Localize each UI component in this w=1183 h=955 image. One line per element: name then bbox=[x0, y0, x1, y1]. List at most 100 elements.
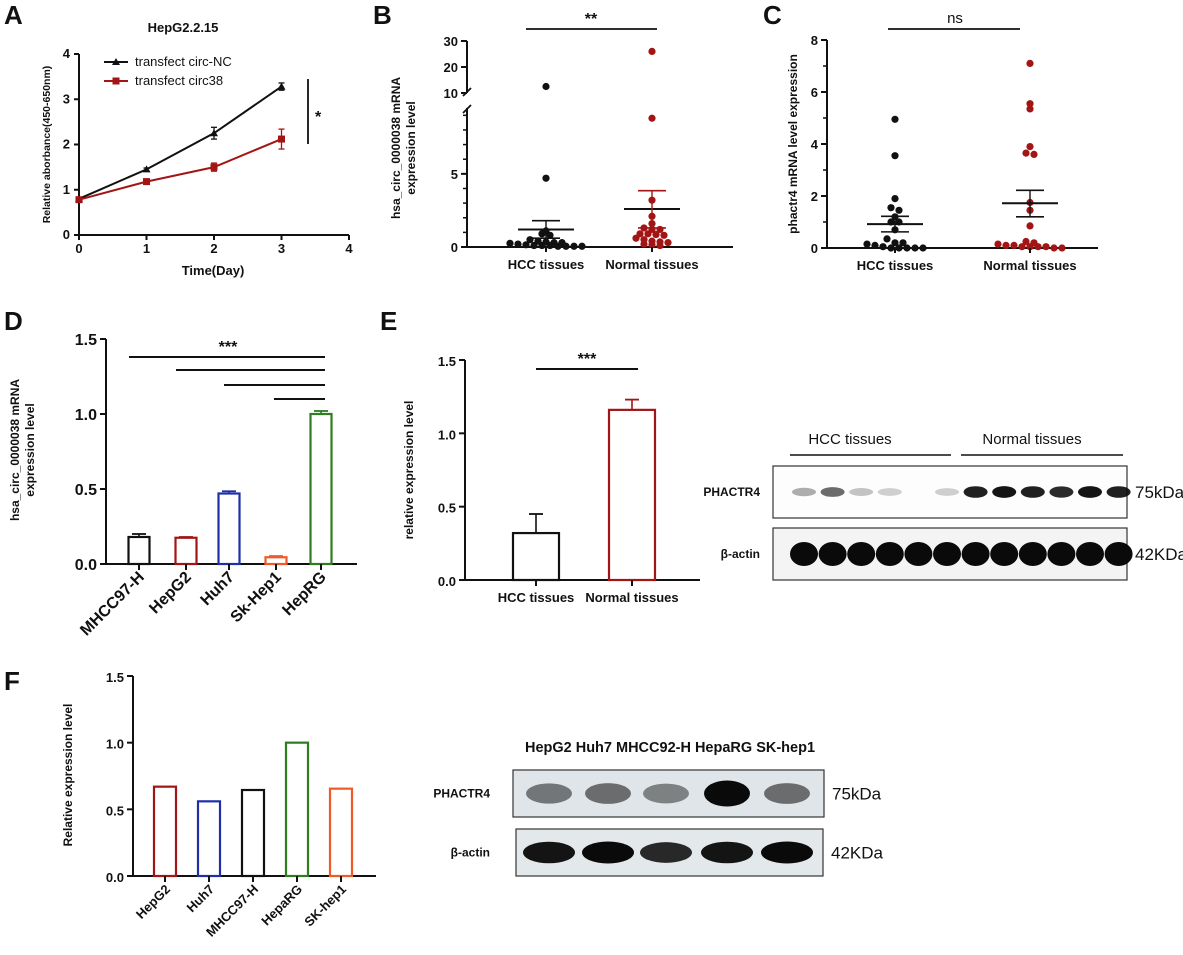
data-point bbox=[652, 230, 660, 239]
x-tick-label: HCC tissues bbox=[857, 258, 934, 273]
y-tick-label: 1 bbox=[63, 182, 70, 197]
y-tick-label: 0 bbox=[63, 227, 70, 242]
data-point bbox=[1026, 222, 1034, 230]
blot-row-label: PHACTR4 bbox=[703, 485, 760, 499]
panel-f-western-blot: HepG2 Huh7 MHCC92-H HepaRG SK-hep1 PHACTR… bbox=[433, 740, 884, 877]
y-tick-label: 0.0 bbox=[106, 870, 124, 885]
data-point bbox=[1002, 241, 1010, 249]
blot-band bbox=[1049, 486, 1074, 498]
y-tick-label: 2 bbox=[811, 189, 818, 204]
panel-label-c: C bbox=[763, 0, 782, 30]
y-tick-label: 10 bbox=[444, 86, 458, 101]
panel-label-e: E bbox=[380, 306, 397, 336]
panel-b-chart: 0 5 10 20 30 hsa_circ_0000038 mRNA expression … bbox=[389, 11, 733, 272]
data-point bbox=[542, 82, 550, 91]
significance-mark: ** bbox=[585, 11, 598, 28]
data-point bbox=[210, 129, 218, 137]
axis-break-mark bbox=[462, 104, 472, 114]
data-point bbox=[911, 244, 919, 252]
bar bbox=[196, 800, 222, 878]
data-point bbox=[640, 240, 648, 248]
data-point bbox=[664, 239, 672, 247]
data-point bbox=[895, 206, 903, 214]
y-axis-label: hsa_circ_0000038 mRNA bbox=[389, 77, 403, 219]
panel-label-a: A bbox=[4, 0, 23, 30]
panel-e-chart: 0.0 0.5 1.0 1.5 HCC tissues Normal tissues rel… bbox=[402, 351, 700, 605]
x-tick-label: 2 bbox=[210, 241, 217, 256]
panel-label-d: D bbox=[4, 306, 23, 336]
data-point bbox=[526, 236, 534, 244]
blot-row-label: β-actin bbox=[721, 547, 760, 561]
y-tick-label: 0.0 bbox=[438, 574, 456, 589]
y-tick-label: 1.0 bbox=[106, 737, 124, 752]
blot-band bbox=[792, 487, 816, 497]
data-point bbox=[644, 230, 652, 238]
x-tick-label: HCC tissues bbox=[498, 590, 575, 605]
x-tick-label: MHCC97-H bbox=[77, 569, 147, 639]
legend-label: transfect circ-NC bbox=[135, 54, 232, 69]
y-axis-label: phactr4 mRNA level expression bbox=[786, 54, 800, 234]
y-tick-label: 20 bbox=[444, 60, 458, 75]
blot-band bbox=[790, 542, 818, 566]
panel-e-western-blot: HCC tissues Normal tissues PHACTR4 75kDa β-a… bbox=[703, 431, 1183, 581]
x-tick-label: 0 bbox=[75, 241, 82, 256]
series-line bbox=[78, 85, 283, 200]
blot-band bbox=[820, 487, 845, 497]
x-tick-label: Normal tissues bbox=[585, 590, 678, 605]
y-axis-label: expression level bbox=[23, 403, 37, 496]
blot-band bbox=[585, 783, 631, 804]
blot-band bbox=[1078, 486, 1102, 498]
data-point bbox=[75, 196, 83, 204]
significance-mark: * bbox=[315, 109, 322, 126]
data-point bbox=[883, 235, 891, 243]
molecular-weight-label: 42KDa bbox=[1135, 545, 1183, 564]
y-tick-label: 0.5 bbox=[438, 501, 456, 516]
blot-band bbox=[877, 488, 902, 496]
data-point bbox=[994, 240, 1002, 248]
x-tick-label: 4 bbox=[345, 241, 353, 256]
y-tick-label: 1.5 bbox=[106, 670, 124, 685]
data-point bbox=[1058, 244, 1066, 252]
blot-group-label: HCC tissues bbox=[808, 431, 891, 448]
blot-band bbox=[963, 486, 988, 498]
data-point bbox=[899, 239, 907, 247]
x-tick-label: Normal tissues bbox=[983, 258, 1076, 273]
data-point bbox=[1026, 100, 1034, 108]
significance-mark: ns bbox=[947, 10, 963, 27]
y-tick-label: 30 bbox=[444, 34, 458, 49]
x-tick-label: 1 bbox=[143, 241, 150, 256]
data-point bbox=[648, 47, 656, 56]
molecular-weight-label: 42KDa bbox=[831, 844, 884, 863]
y-axis-label: expression level bbox=[404, 101, 418, 194]
y-tick-label: 8 bbox=[811, 33, 818, 48]
data-point bbox=[891, 152, 899, 160]
data-point bbox=[538, 230, 546, 238]
y-tick-label: 0.0 bbox=[75, 557, 97, 574]
y-tick-label: 4 bbox=[811, 137, 819, 152]
bar bbox=[607, 408, 657, 582]
y-axis-label: relative expression level bbox=[402, 401, 416, 540]
blot-band bbox=[643, 783, 689, 804]
data-point bbox=[143, 178, 150, 186]
y-tick-label: 5 bbox=[451, 167, 458, 182]
data-point bbox=[891, 115, 899, 123]
data-point bbox=[660, 231, 668, 239]
data-point bbox=[1018, 243, 1026, 251]
chart-title: HepG2.2.15 bbox=[148, 20, 219, 35]
data-point bbox=[277, 82, 286, 90]
data-point bbox=[903, 244, 911, 252]
data-point bbox=[1022, 149, 1030, 157]
data-point bbox=[538, 241, 546, 250]
y-tick-label: 3 bbox=[63, 91, 70, 106]
panel-label-f: F bbox=[4, 666, 20, 696]
bar bbox=[127, 535, 151, 566]
blot-group-label: Normal tissues bbox=[982, 431, 1081, 448]
bar bbox=[309, 412, 333, 566]
data-point bbox=[1050, 244, 1058, 252]
blot-row-label: PHACTR4 bbox=[433, 787, 490, 801]
x-tick-label: HepaRG bbox=[258, 882, 305, 929]
data-point bbox=[887, 204, 895, 212]
blot-band bbox=[904, 542, 933, 566]
